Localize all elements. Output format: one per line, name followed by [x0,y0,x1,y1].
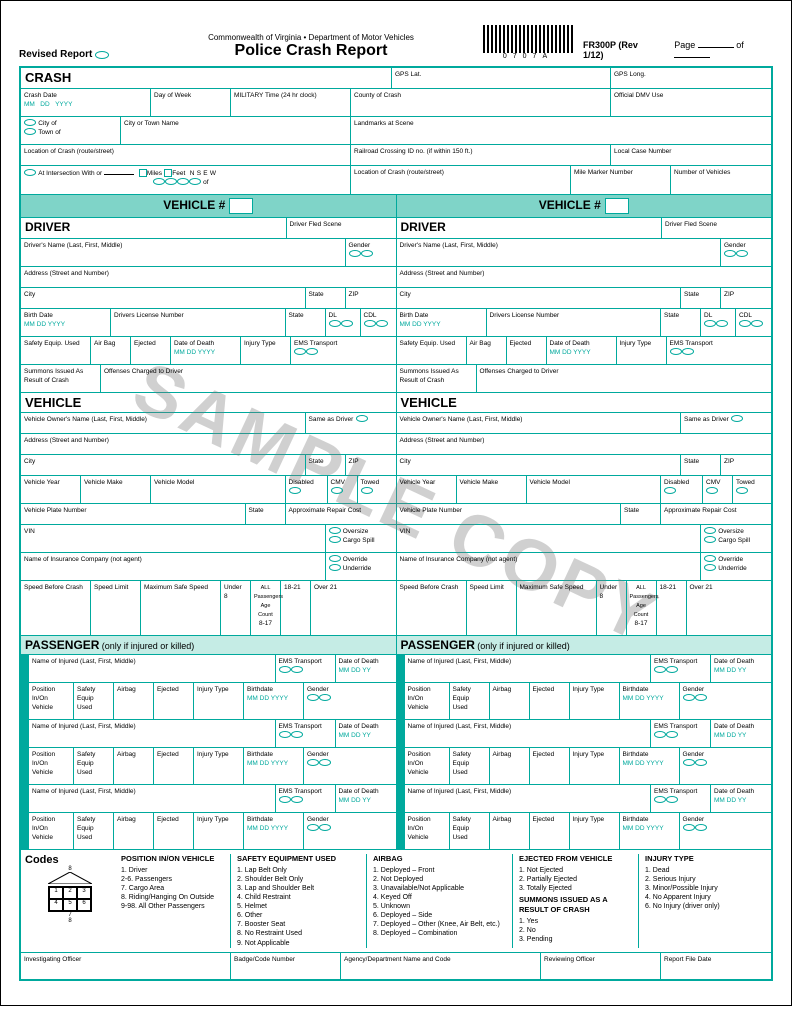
reviewing-officer[interactable]: Reviewing Officer [544,956,595,963]
footer-row: Investigating Officer Badge/Code Number … [21,952,771,979]
ejected-header: EJECTED FROM VEHICLE [519,854,632,864]
revised-oval[interactable] [95,51,109,59]
driver-name[interactable]: Driver's Name (Last, First, Middle) [400,242,498,249]
dept-label: Commonwealth of Virginia • Department of… [139,33,483,42]
passenger-header: PASSENGER (only if injured or killed) [21,635,396,654]
dmv-use[interactable]: Official DMV Use [614,92,663,99]
driver-address[interactable]: Address (Street and Number) [400,270,485,277]
driver-title: DRIVER [21,218,286,238]
gps-lat[interactable]: GPS Lat. [395,71,421,78]
county[interactable]: County of Crash [354,92,401,99]
crash-location[interactable]: Location of Crash (route/street) [24,148,114,155]
city-town[interactable]: City or Town Name [124,120,179,127]
agency[interactable]: Agency/Department Name and Code [344,956,451,963]
landmarks[interactable]: Landmarks at Scene [354,120,414,127]
railroad[interactable]: Railroad Crossing ID no. (if within 150 … [354,148,473,155]
code-item: 1. Driver [121,866,224,875]
title: Police Crash Report [139,42,483,60]
badge[interactable]: Badge/Code Number [234,956,295,963]
investigating-officer[interactable]: Investigating Officer [24,956,81,963]
gps-long[interactable]: GPS Long. [614,71,646,78]
code-item: 8. Riding/Hanging On Outside [121,893,224,902]
revised-label: Revised Report [19,49,92,60]
crash-date[interactable]: Crash Date [24,92,57,99]
form-id: FR300P (Rev 1/12) [583,40,654,60]
vehicle-title: VEHICLE [21,392,396,412]
position-grid: 123 456 [48,886,92,912]
pos-header: POSITION IN/ON VEHICLE [121,854,224,864]
header: Revised Report Commonwealth of Virginia … [19,25,773,60]
vehicle-title: VEHICLE [397,392,772,412]
injury-header: INJURY TYPE [645,854,761,864]
code-item: 9-98. All Other Passengers [121,902,224,911]
vehicle-columns: VEHICLE # DRIVER Driver Fled Scene Drive… [21,194,771,849]
codes-section: Codes 8 123 456 7 8 POSITION IN/ON VEHIC… [21,849,771,952]
day-of-week[interactable]: Day of Week [154,92,191,99]
main-form: CRASH GPS Lat. GPS Long. Crash DateMM DD… [19,66,773,981]
summons-header: SUMMONS ISSUED AS A RESULT OF CRASH [519,895,632,915]
page: SAMPLE COPY Revised Report Commonwealth … [0,0,792,1006]
mile-marker[interactable]: Mile Marker Number [574,169,633,176]
passenger-header: PASSENGER (only if injured or killed) [397,635,772,654]
page-of: Page of [674,40,773,60]
codes-title: Codes [25,854,115,866]
location2[interactable]: Location of Crash (route/street) [354,169,444,176]
airbag-header: AIRBAG [373,854,506,864]
mil-time[interactable]: MILITARY Time (24 hr clock) [234,92,317,99]
driver-title: DRIVER [397,218,662,238]
code-item: 7. Cargo Area [121,884,224,893]
crash-title: CRASH [21,68,391,87]
local-case[interactable]: Local Case Number [614,148,671,155]
driver-address[interactable]: Address (Street and Number) [24,270,109,277]
vehicle-header: VEHICLE # [21,194,396,217]
code-item: 2-6. Passengers [121,875,224,884]
driver-name[interactable]: Driver's Name (Last, First, Middle) [24,242,122,249]
num-vehicles[interactable]: Number of Vehicles [674,169,730,176]
file-date[interactable]: Report File Date [664,956,711,963]
safety-header: SAFETY EQUIPMENT USED [237,854,360,864]
vehicle-header: VEHICLE # [397,194,772,217]
barcode: 0707A [483,25,573,60]
roof-icon [48,872,92,884]
